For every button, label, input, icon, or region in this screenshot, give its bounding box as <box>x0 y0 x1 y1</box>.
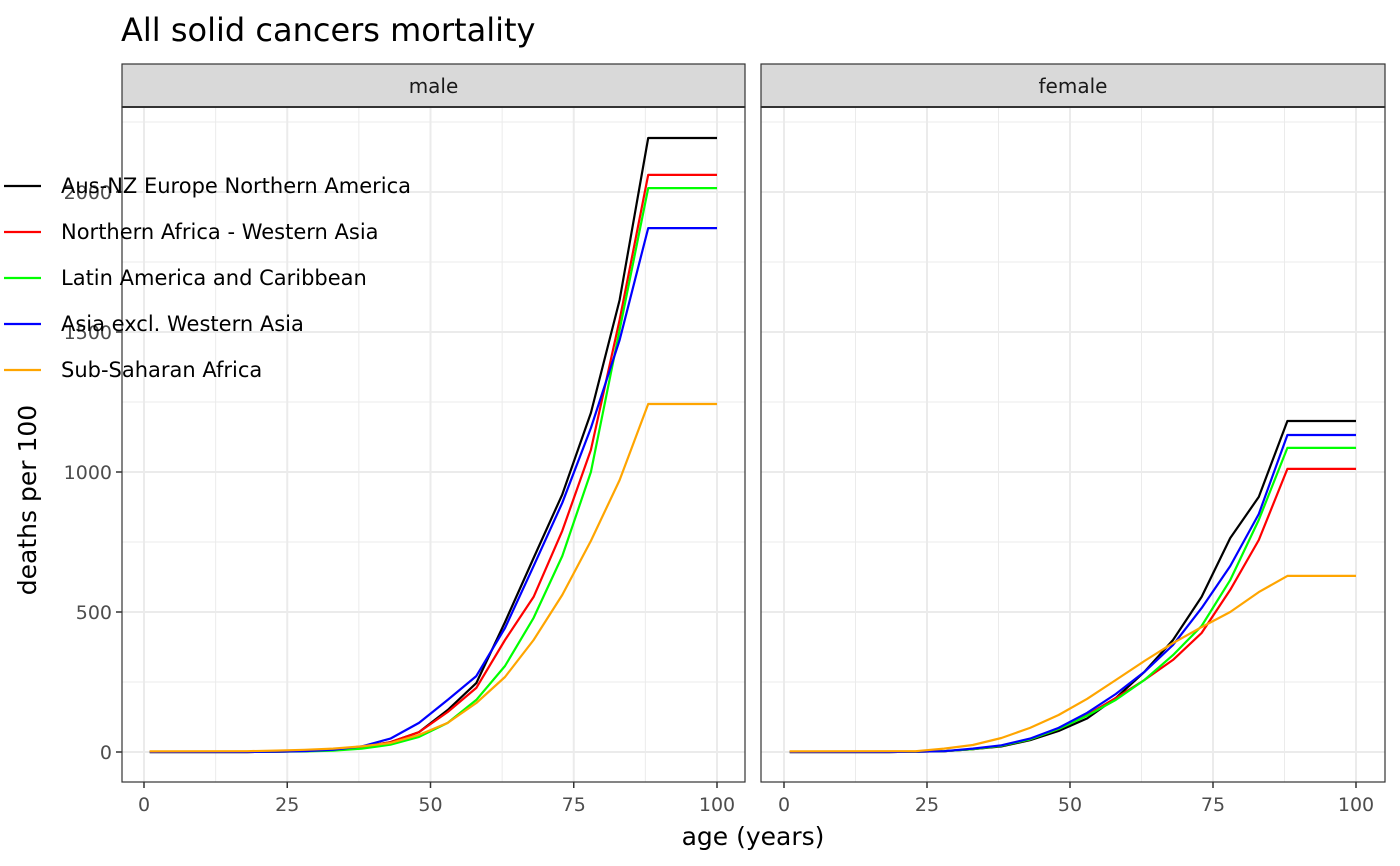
panel-female: female 0 25 50 75 100 <box>760 63 1386 816</box>
x-tick-label: 0 <box>138 794 150 816</box>
legend: Aus-NZ Europe Northern America Northern A… <box>4 174 411 382</box>
facet-strip-label: male <box>409 74 459 98</box>
series-line-asia-excl-western-asia <box>149 227 717 754</box>
y-tick-label: 1500 <box>64 322 112 344</box>
facet-strip-label: female <box>1039 74 1108 98</box>
x-tick-label: 25 <box>275 794 299 816</box>
y-axis-title: deaths per 100 <box>13 405 42 595</box>
legend-label: Northern Africa - Western Asia <box>61 220 379 244</box>
panel-background <box>761 107 1385 782</box>
x-tick-label: 0 <box>778 794 790 816</box>
legend-label: Sub-Saharan Africa <box>61 358 262 382</box>
legend-item: Asia excl. Western Asia <box>4 312 304 336</box>
legend-item: Aus-NZ Europe Northern America <box>4 174 411 198</box>
x-tick-label: 100 <box>699 794 735 816</box>
x-tick-label: 25 <box>915 794 939 816</box>
x-tick-label: 75 <box>562 794 586 816</box>
series-line-sub-saharan-africa <box>149 402 717 753</box>
legend-item: Latin America and Caribbean <box>4 266 367 290</box>
facet-strip <box>121 63 746 108</box>
y-tick-label: 2000 <box>64 182 112 204</box>
legend-label: Latin America and Caribbean <box>61 266 367 290</box>
facet-strip <box>760 63 1386 108</box>
y-tick-label: 1000 <box>64 462 112 484</box>
x-axis-title: age (years) <box>682 822 825 851</box>
legend-item: Sub-Saharan Africa <box>4 358 262 382</box>
chart-title: All solid cancers mortality <box>121 11 535 49</box>
x-tick-label: 50 <box>418 794 442 816</box>
series-line-sub-saharan-africa <box>789 574 1356 753</box>
series-line-asia-excl-western-asia <box>789 433 1356 754</box>
legend-label: Asia excl. Western Asia <box>61 312 304 336</box>
x-tick-label: 75 <box>1201 794 1225 816</box>
legend-label: Aus-NZ Europe Northern America <box>61 174 411 198</box>
y-tick-label: 500 <box>76 602 112 624</box>
y-tick-label: 0 <box>100 742 112 764</box>
legend-item: Northern Africa - Western Asia <box>4 220 379 244</box>
x-tick-label: 100 <box>1338 794 1374 816</box>
x-tick-label: 50 <box>1058 794 1082 816</box>
